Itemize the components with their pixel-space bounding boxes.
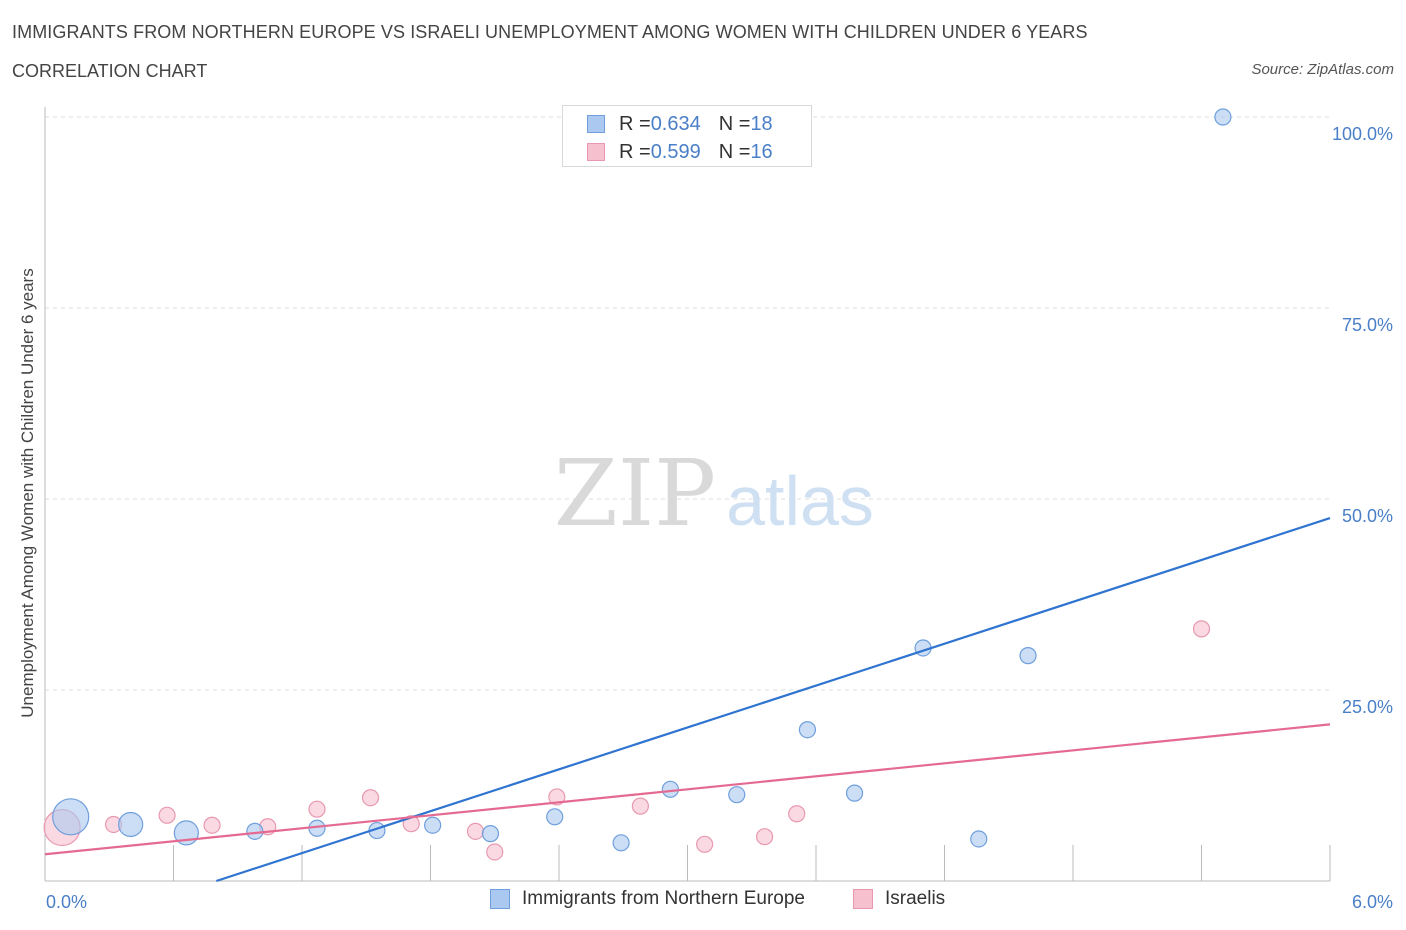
correlation-legend: R = 0.634 N = 18 R = 0.599 N = 16 (562, 105, 812, 167)
series-legend: Immigrants from Northern Europe Israelis (0, 888, 1406, 914)
point-immigrants (970, 830, 988, 848)
source-label: Source: ZipAtlas.com (1251, 61, 1394, 78)
chart-subtitle: CORRELATION CHART (12, 61, 208, 81)
legend-label-israelis: Israelis (885, 888, 946, 909)
point-immigrants (118, 811, 144, 838)
legend-n-label: N = (718, 112, 751, 135)
legend-swatch-blue (490, 889, 510, 909)
watermark: ZIP atlas (554, 440, 874, 547)
watermark-atlas: atlas (726, 462, 874, 540)
point-immigrants (481, 825, 500, 843)
legend-swatch-pink (587, 143, 605, 161)
legend-r-label: R = (619, 112, 651, 135)
x-tick-label: 0.0% (46, 892, 87, 912)
legend-label-immigrants: Immigrants from Northern Europe (522, 888, 805, 909)
point-israelis (1192, 620, 1211, 638)
point-immigrants (546, 808, 564, 826)
legend-r-value: 0.634 (650, 112, 701, 135)
point-israelis (308, 800, 326, 818)
point-immigrants (728, 786, 746, 804)
point-israelis (788, 805, 806, 823)
legend-row-israelis: R = 0.599 N = 16 (587, 140, 773, 164)
point-immigrants (612, 834, 630, 852)
trend-line-israelis (44, 723, 1331, 856)
gridlines (45, 116, 1330, 691)
point-israelis (466, 822, 485, 840)
trend-lines (44, 517, 1331, 883)
y-tick-label: 75.0% (1342, 315, 1393, 335)
legend-r-value: 0.599 (650, 140, 701, 163)
legend-r-label: R = (619, 140, 651, 163)
y-tick-label: 25.0% (1342, 697, 1393, 717)
chart-title: IMMIGRANTS FROM NORTHERN EUROPE VS ISRAE… (12, 22, 1088, 42)
point-immigrants (246, 822, 264, 840)
axes (44, 107, 1331, 882)
watermark-zip: ZIP (554, 440, 716, 547)
point-immigrants (798, 721, 817, 739)
point-israelis (755, 828, 774, 846)
x-tick-label: 6.0% (1352, 892, 1393, 912)
point-immigrants (845, 784, 864, 802)
point-israelis (696, 835, 714, 853)
legend-row-immigrants: R = 0.634 N = 18 (587, 112, 773, 136)
trend-line-immigrants (215, 517, 1331, 883)
point-israelis (203, 816, 221, 834)
legend-item-israelis: Israelis (853, 888, 945, 910)
legend-swatch-blue (587, 115, 605, 133)
legend-n-value: 18 (750, 112, 773, 135)
point-israelis (158, 806, 176, 824)
tick-labels: 100.0% 75.0% 50.0% 25.0% 0.0% 6.0% (46, 124, 1393, 912)
point-immigrants (1019, 647, 1037, 665)
point-israelis (486, 843, 504, 861)
y-tick-label: 50.0% (1342, 506, 1393, 526)
point-immigrants (661, 780, 679, 798)
point-immigrants (424, 816, 442, 834)
point-israelis (361, 789, 380, 807)
legend-item-immigrants: Immigrants from Northern Europe (490, 888, 805, 910)
y-axis-label: Unemployment Among Women with Children U… (18, 268, 37, 718)
legend-n-value: 16 (750, 140, 773, 163)
point-immigrants (52, 798, 90, 836)
point-immigrants (1214, 108, 1232, 126)
legend-swatch-pink (853, 889, 873, 909)
point-israelis (631, 797, 649, 815)
legend-n-label: N = (718, 140, 751, 163)
y-tick-label: 100.0% (1332, 124, 1393, 144)
point-israelis (548, 788, 566, 806)
